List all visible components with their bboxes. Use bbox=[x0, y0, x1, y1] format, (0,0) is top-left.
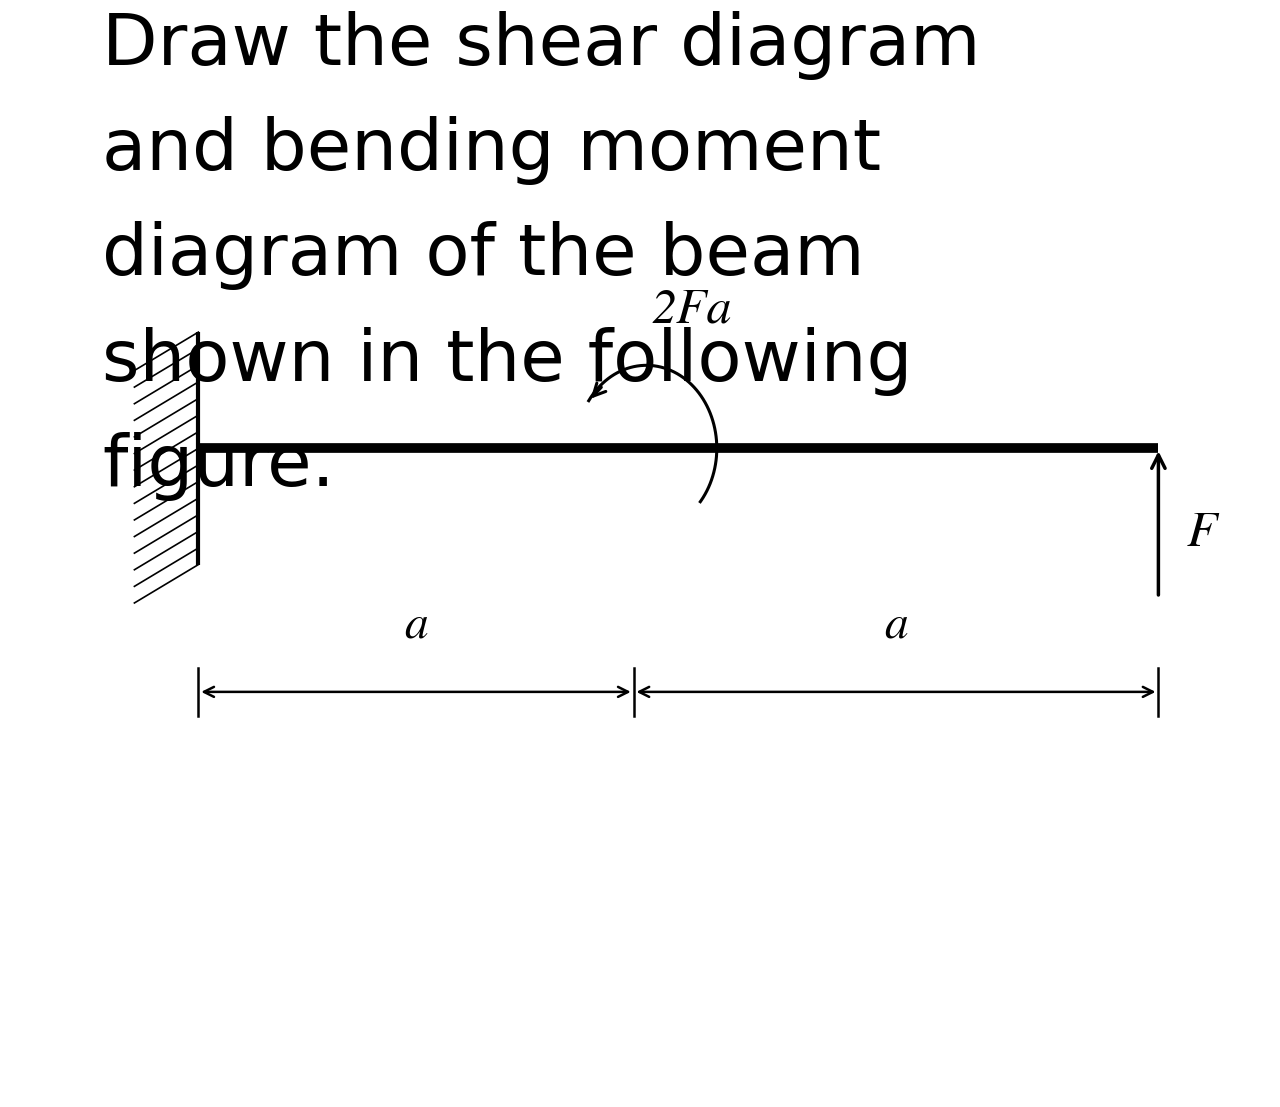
Text: a: a bbox=[404, 606, 428, 648]
Text: shown in the following: shown in the following bbox=[102, 327, 913, 395]
Text: and bending moment: and bending moment bbox=[102, 116, 882, 185]
Text: a: a bbox=[884, 606, 908, 648]
Text: Draw the shear diagram: Draw the shear diagram bbox=[102, 11, 980, 80]
Text: F: F bbox=[1187, 513, 1217, 556]
Text: diagram of the beam: diagram of the beam bbox=[102, 221, 865, 290]
Text: figure.: figure. bbox=[102, 432, 335, 500]
Text: 2Fa: 2Fa bbox=[652, 288, 731, 332]
